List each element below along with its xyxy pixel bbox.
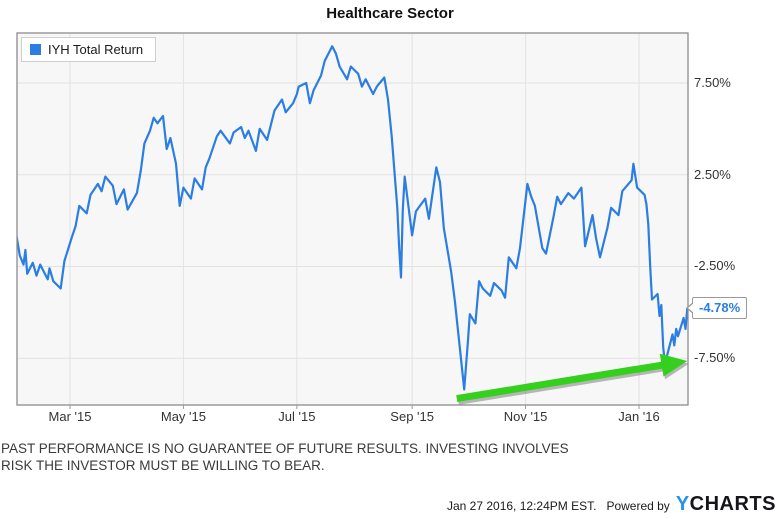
green-arrow-shaft [456,361,667,403]
ycharts-logo[interactable]: YCHARTS [676,493,776,516]
ycharts-logo-charts: CHARTS [689,493,776,515]
footer: Jan 27 2016, 12:24PM EST. Powered by YCH… [447,493,776,516]
green-arrow-head [659,353,688,377]
series-color-swatch-icon [30,44,41,55]
x-tick-label: Mar '15 [48,409,92,424]
timestamp: Jan 27 2016, 12:24PM EST. [447,499,597,513]
x-tick-label: May '15 [160,409,206,424]
x-tick-label: Sep '15 [390,409,434,424]
last-value-text: -4.78% [699,300,741,315]
x-tick-label: Jan '16 [618,409,660,424]
series-line [17,45,688,391]
plot-canvas [16,32,689,409]
plot-background [17,33,688,405]
x-tick-label: Jul '15 [278,409,316,424]
chart-title: Healthcare Sector [326,5,454,22]
legend: IYH Total Return [21,37,157,62]
y-tick-label: 7.50% [694,74,731,90]
powered-by-label: Powered by [606,499,670,513]
last-value-callout: -4.78% [685,297,748,319]
y-tick-label: 2.50% [694,166,731,182]
plot-border [16,32,689,406]
disclaimer-text: PAST PERFORMANCE IS NO GUARANTEE OF FUTU… [1,441,569,473]
ycharts-logo-y: Y [675,493,690,515]
legend-series-label: IYH Total Return [48,42,144,57]
x-tick-label: Nov '15 [503,409,548,424]
y-tick-label: -2.50% [694,258,736,274]
y-tick-label: -7.50% [694,350,736,366]
